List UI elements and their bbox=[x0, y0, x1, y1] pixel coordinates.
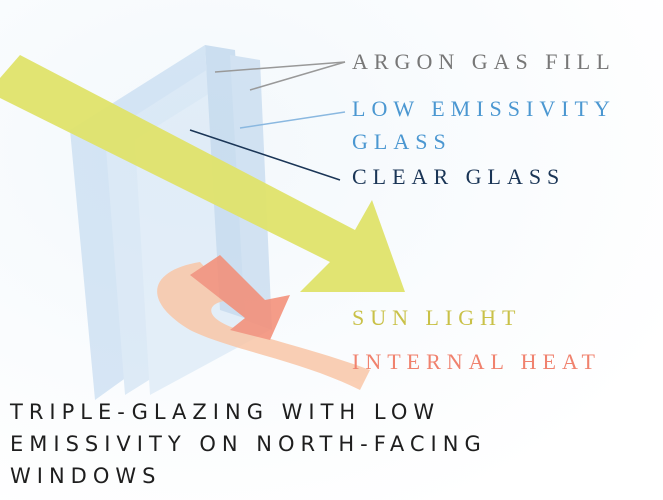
leader-lines bbox=[189, 61, 346, 181]
argon-label: ARGON GAS FILL bbox=[352, 49, 616, 74]
sun-light-label: SUN LIGHT bbox=[352, 305, 522, 330]
title-line: TRIPLE-GLAZING WITH LOW bbox=[9, 400, 440, 424]
sun-light-arrow bbox=[0, 55, 405, 292]
internal-heat-label: INTERNAL HEAT bbox=[352, 349, 601, 374]
clear-glass-label: CLEAR GLASS bbox=[352, 164, 565, 189]
internal-heat-arrow bbox=[157, 255, 370, 390]
title-line: EMISSIVITY ON NORTH-FACING bbox=[10, 432, 487, 456]
low-e-label: LOW EMISSIVITY bbox=[352, 96, 616, 121]
low-e-label: GLASS bbox=[352, 129, 452, 154]
title-line: WINDOWS bbox=[10, 464, 161, 488]
